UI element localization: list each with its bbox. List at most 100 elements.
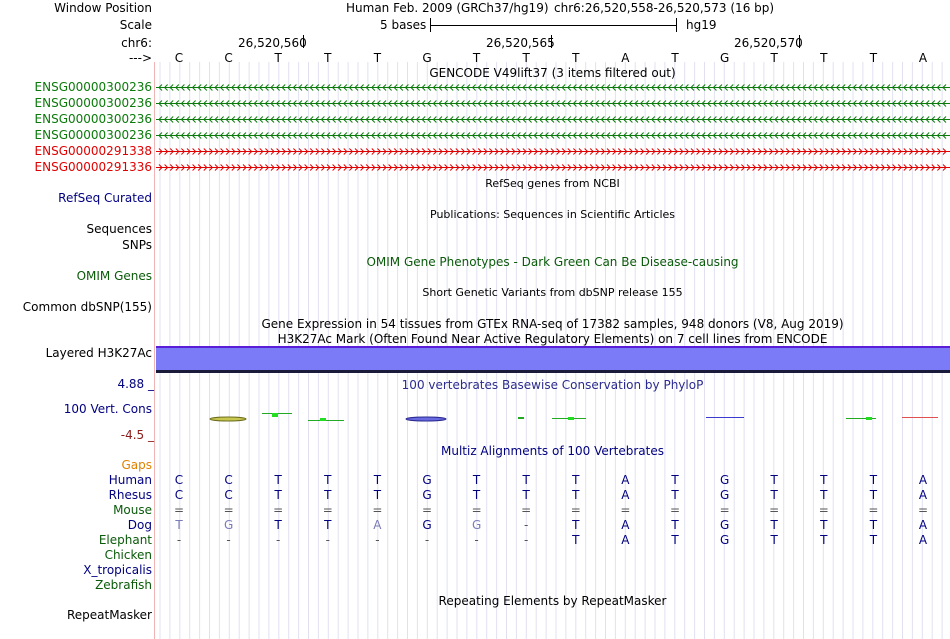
alignment-base: = bbox=[173, 503, 185, 517]
alignment-base: = bbox=[917, 503, 929, 517]
dbsnp-label[interactable]: Common dbSNP(155) bbox=[22, 300, 152, 314]
alignment-base: G bbox=[719, 518, 730, 532]
cons-label[interactable]: 100 Vert. Cons bbox=[63, 402, 152, 416]
gtex-title[interactable]: Gene Expression in 54 tissues from GTEx … bbox=[261, 317, 844, 331]
phylop-signal[interactable] bbox=[156, 408, 950, 426]
alignment-base: T bbox=[522, 473, 530, 487]
gencode-gene-feature[interactable] bbox=[156, 115, 950, 124]
gencode-gene-label[interactable]: ENSG00000300236 bbox=[34, 80, 152, 94]
alignment-base: = bbox=[322, 503, 333, 517]
h3k27ac-label[interactable]: Layered H3K27Ac bbox=[45, 346, 152, 360]
species-label[interactable]: Human bbox=[108, 473, 152, 487]
alignment-base: T bbox=[869, 473, 878, 487]
strand-label: ---> bbox=[128, 51, 152, 65]
gencode-gene-feature[interactable] bbox=[156, 99, 950, 108]
tick-mark bbox=[303, 35, 304, 48]
alignment-base: T bbox=[572, 518, 580, 532]
cons-min-label: -4.5 _ bbox=[120, 428, 154, 442]
alignment-base: T bbox=[671, 518, 679, 532]
reference-base: T bbox=[671, 51, 679, 65]
alignment-base: C bbox=[224, 488, 233, 502]
alignment-base: T bbox=[324, 518, 332, 532]
species-label[interactable]: Dog bbox=[127, 518, 152, 532]
alignment-base: T bbox=[324, 488, 332, 502]
alignment-base: T bbox=[522, 488, 530, 502]
alignment-base: T bbox=[472, 473, 481, 487]
alignment-base: T bbox=[373, 473, 382, 487]
species-label[interactable]: Zebrafish bbox=[95, 578, 152, 592]
alignment-base: T bbox=[820, 533, 828, 547]
phylop-title[interactable]: 100 vertebrates Basewise Conservation by… bbox=[401, 378, 704, 392]
species-label[interactable]: Mouse bbox=[113, 503, 152, 517]
gencode-gene-feature[interactable] bbox=[156, 163, 950, 172]
gencode-gene-label[interactable]: ENSG00000300236 bbox=[34, 112, 152, 126]
tick-mark bbox=[799, 35, 800, 48]
alignment-base: - bbox=[176, 533, 182, 547]
sequences-label[interactable]: Sequences bbox=[86, 222, 152, 236]
alignment-base: G bbox=[471, 518, 482, 532]
repeatmasker-title[interactable]: Repeating Elements by RepeatMasker bbox=[438, 594, 667, 608]
tick-label: 26,520,560 bbox=[238, 36, 307, 50]
gencode-gene-label[interactable]: ENSG00000291338 bbox=[34, 144, 152, 158]
alignment-base: - bbox=[226, 533, 231, 547]
h3k27ac-signal[interactable] bbox=[156, 346, 950, 373]
alignment-base: C bbox=[174, 473, 184, 487]
alignment-base: T bbox=[770, 488, 778, 502]
alignment-base: T bbox=[274, 518, 282, 532]
gencode-gene-label[interactable]: ENSG00000300236 bbox=[34, 96, 152, 110]
species-label[interactable]: Chicken bbox=[104, 548, 152, 562]
gaps-label[interactable]: Gaps bbox=[121, 458, 152, 472]
position-text: chr6:26,520,558-26,520,573 (16 bp) bbox=[554, 1, 775, 15]
publications-title[interactable]: Publications: Sequences in Scientific Ar… bbox=[430, 208, 675, 221]
alignment-base: A bbox=[918, 488, 928, 502]
alignment-base: T bbox=[820, 473, 828, 487]
reference-base: T bbox=[472, 51, 481, 65]
alignment-base: T bbox=[671, 473, 679, 487]
chrom-label: chr6: bbox=[121, 36, 152, 50]
gencode-gene-label[interactable]: ENSG00000291336 bbox=[34, 160, 152, 174]
reference-base: T bbox=[572, 51, 580, 65]
omim-label[interactable]: OMIM Genes bbox=[76, 269, 152, 283]
gencode-gene-feature[interactable] bbox=[156, 147, 950, 156]
alignment-base: G bbox=[422, 518, 432, 532]
alignment-base: G bbox=[422, 473, 432, 487]
reference-base: T bbox=[274, 51, 282, 65]
alignment-base: T bbox=[770, 518, 778, 532]
species-label[interactable]: X_tropicalis bbox=[83, 563, 152, 577]
snps-label[interactable]: SNPs bbox=[122, 238, 152, 252]
refseq-label[interactable]: RefSeq Curated bbox=[58, 191, 152, 205]
alignment-base: T bbox=[770, 473, 778, 487]
alignment-base: C bbox=[174, 488, 184, 502]
alignment-base: C bbox=[224, 473, 233, 487]
dbsnp-title[interactable]: Short Genetic Variants from dbSNP releas… bbox=[422, 286, 683, 299]
window-position-label: Window Position bbox=[54, 1, 152, 15]
alignment-base: A bbox=[918, 473, 928, 487]
repeatmasker-label[interactable]: RepeatMasker bbox=[66, 608, 152, 622]
omim-title[interactable]: OMIM Gene Phenotypes - Dark Green Can Be… bbox=[366, 255, 739, 269]
alignment-base: T bbox=[770, 533, 778, 547]
gencode-gene-label[interactable]: ENSG00000300236 bbox=[34, 128, 152, 142]
reference-base: C bbox=[224, 51, 233, 65]
alignment-base: G bbox=[422, 488, 432, 502]
multiz-title[interactable]: Multiz Alignments of 100 Vertebrates bbox=[440, 444, 665, 458]
alignment-base: T bbox=[324, 473, 332, 487]
species-label[interactable]: Rhesus bbox=[108, 488, 152, 502]
scale-bar bbox=[430, 18, 677, 32]
h3k27ac-title[interactable]: H3K27Ac Mark (Often Found Near Active Re… bbox=[277, 332, 828, 346]
alignment-base: A bbox=[373, 518, 382, 532]
alignment-base: = bbox=[471, 503, 482, 517]
alignment-base: A bbox=[621, 518, 630, 532]
gencode-gene-feature[interactable] bbox=[156, 131, 950, 140]
alignment-base: = bbox=[868, 503, 879, 517]
alignment-base: = bbox=[669, 503, 681, 517]
reference-base: T bbox=[324, 51, 332, 65]
gencode-gene-feature[interactable] bbox=[156, 83, 950, 92]
species-label[interactable]: Elephant bbox=[98, 533, 152, 547]
cons-max-label: 4.88 _ bbox=[117, 377, 154, 391]
alignment-base: - bbox=[375, 533, 380, 547]
alignment-base: T bbox=[671, 533, 679, 547]
alignment-base: - bbox=[474, 533, 479, 547]
alignment-base: T bbox=[572, 473, 580, 487]
gencode-title[interactable]: GENCODE V49lift37 (3 items filtered out) bbox=[429, 66, 676, 80]
refseq-title[interactable]: RefSeq genes from NCBI bbox=[485, 177, 620, 190]
